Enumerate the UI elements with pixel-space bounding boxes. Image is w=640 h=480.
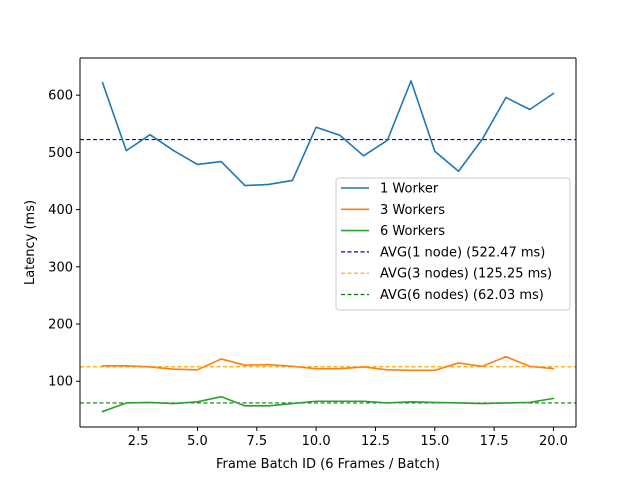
series-line-6-workers [101,395,555,413]
legend: 1 Worker 3 Workers 6 Workers AVG(1 node) (5… [335,177,571,311]
legend-label: 6 Workers [380,224,445,239]
x-tick-label: 12.5 [361,434,390,449]
legend-label: AVG(1 node) (522.47 ms) [380,245,545,260]
x-tick-label: 10.0 [302,434,331,449]
x-axis-label: Frame Batch ID (6 Frames / Batch) [216,457,440,472]
y-tick-label: 100 [48,375,73,390]
legend-box [335,177,571,311]
x-tick-label: 5.0 [187,434,208,449]
series-line-1-worker [101,80,555,187]
legend-item-avg-1-node-522-47-ms: AVG(1 node) (522.47 ms) [341,245,545,260]
y-axis-label: Latency (ms) [23,200,38,285]
legend-item-3-workers: 3 Workers [341,203,445,218]
legend-item-6-workers: 6 Workers [341,224,445,239]
legend-item-1-worker: 1 Worker [341,182,439,197]
series-line-3-workers [101,355,555,372]
x-tick-label: 7.5 [246,434,267,449]
legend-label: 3 Workers [380,203,445,218]
legend-label: AVG(6 nodes) (62.03 ms) [380,288,544,303]
x-tick-label: 15.0 [420,434,449,449]
legend-item-avg-6-nodes-62-03-ms: AVG(6 nodes) (62.03 ms) [341,288,544,303]
y-tick-label: 200 [48,318,73,333]
y-tick-label: 600 [48,89,73,104]
legend-item-avg-3-nodes-125-25-ms: AVG(3 nodes) (125.25 ms) [341,267,552,282]
x-tick-label: 20.0 [539,434,568,449]
legend-label: 1 Worker [380,182,439,197]
y-tick-label: 500 [48,146,73,161]
x-tick-label: 17.5 [480,434,509,449]
x-tick-label: 2.5 [128,434,149,449]
y-tick-label: 400 [48,203,73,218]
y-tick-label: 300 [48,260,73,275]
legend-label: AVG(3 nodes) (125.25 ms) [380,267,552,282]
